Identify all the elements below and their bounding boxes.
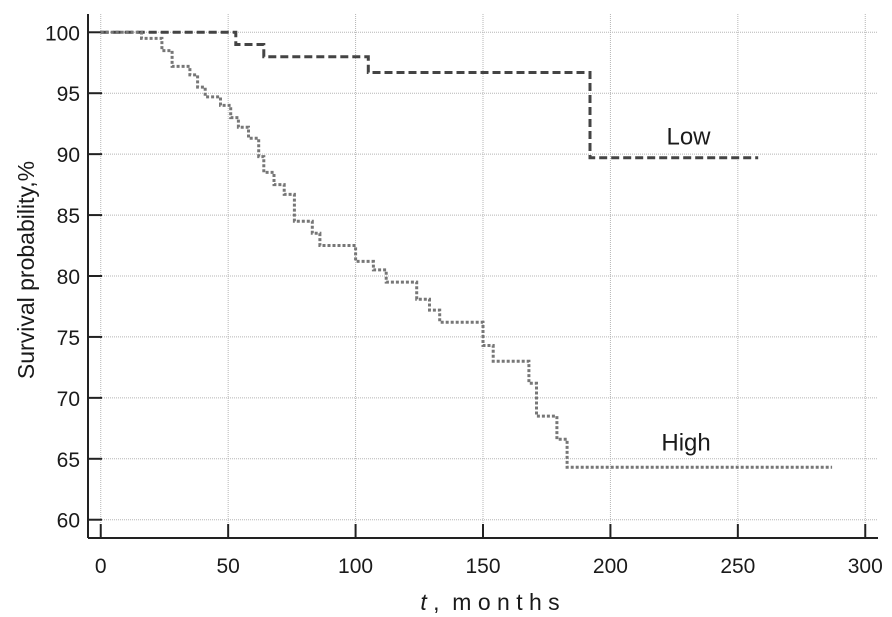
y-tick-label: 75 (57, 327, 80, 350)
y-tick-label: 95 (57, 83, 80, 106)
series-label-low: Low (666, 123, 711, 150)
y-tick-label: 90 (57, 144, 80, 167)
x-axis-unit: , m o n t h s (433, 589, 560, 615)
y-tick-label: 65 (57, 449, 80, 472)
y-tick-label: 60 (57, 510, 80, 533)
x-tick-label: 250 (720, 555, 755, 578)
x-tick-label: 50 (216, 555, 239, 578)
grid (88, 14, 878, 538)
x-tick-label: 0 (95, 555, 107, 578)
x-tick-label: 100 (338, 555, 373, 578)
x-axis-title: t , m o n t h s (420, 589, 559, 615)
ticks: 60 65 70 75 80 85 90 95 100 0 50 100 150 200 250 300 (45, 22, 883, 578)
x-tick-label: 200 (593, 555, 628, 578)
x-axis-variable: t (420, 589, 428, 615)
x-tick-label: 300 (848, 555, 883, 578)
series-line-low (100, 30, 759, 160)
series-line-high (100, 30, 833, 469)
series-label-high: High (661, 429, 710, 456)
y-tick-label: 100 (45, 22, 80, 45)
labels: Low High (661, 123, 711, 456)
y-axis-title: Survival probability,% (13, 161, 39, 379)
series-lines (100, 30, 833, 469)
x-tick-label: 150 (465, 555, 500, 578)
y-tick-label: 85 (57, 205, 80, 228)
y-tick-label: 80 (57, 266, 80, 289)
y-tick-label: 70 (57, 388, 80, 411)
